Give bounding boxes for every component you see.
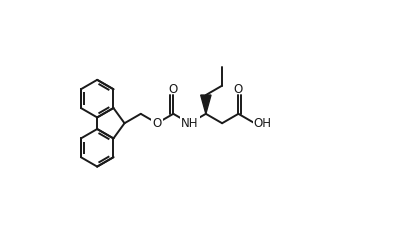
Text: NH: NH <box>180 117 198 130</box>
Text: O: O <box>168 83 178 96</box>
Text: OH: OH <box>253 117 271 130</box>
Text: O: O <box>233 83 242 96</box>
Polygon shape <box>200 95 211 114</box>
Text: O: O <box>152 117 161 130</box>
